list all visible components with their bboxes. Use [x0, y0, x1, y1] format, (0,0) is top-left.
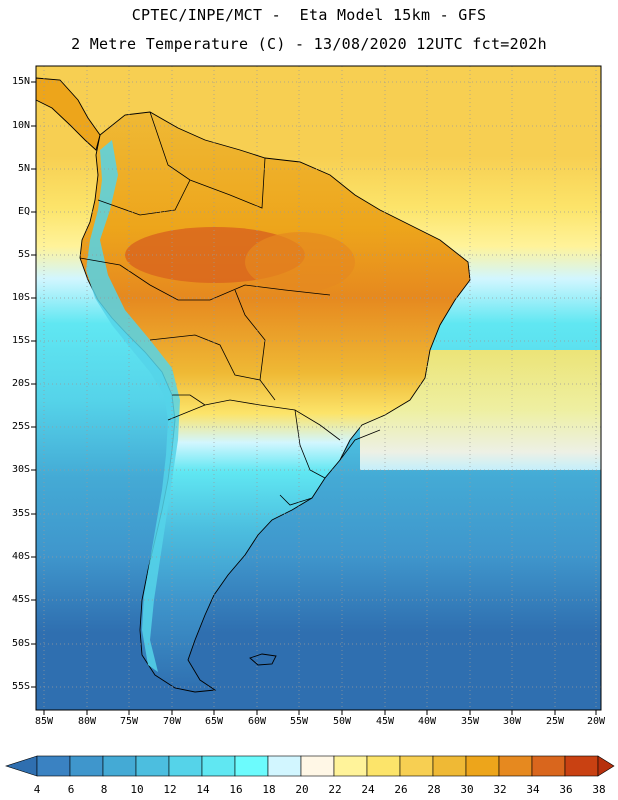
colorbar-swatch	[465, 755, 500, 777]
central-brazil-warm-area	[245, 232, 355, 292]
lon-label-30w: 30W	[502, 716, 522, 727]
colorbar-swatch	[168, 755, 203, 777]
country-borders	[79, 111, 381, 506]
andes-ridge	[86, 140, 180, 672]
colorbar-swatch	[531, 755, 566, 777]
colorbar-label: 10	[130, 783, 144, 796]
lon-label-65w: 65W	[204, 716, 224, 727]
colorbar-label: 14	[196, 783, 210, 796]
colorbar-label: 20	[295, 783, 309, 796]
colorbar-label: 16	[229, 783, 243, 796]
colorbar-label: 18	[262, 783, 276, 796]
colorbar-swatch	[102, 755, 137, 777]
colorbar-swatch	[201, 755, 236, 777]
lat-label-15n: 15N	[11, 76, 30, 87]
colorbar-label: 30	[460, 783, 474, 796]
colorbar	[5, 755, 615, 777]
colorbar-label: 4	[33, 783, 41, 796]
lat-label-50s: 50S	[11, 638, 30, 649]
colorbar-swatch	[234, 755, 269, 777]
lat-label-20s: 20S	[11, 378, 30, 389]
lon-label-45w: 45W	[375, 716, 395, 727]
lon-label-55w: 55W	[289, 716, 309, 727]
lon-label-60w: 60W	[247, 716, 267, 727]
colorbar-swatch	[564, 755, 599, 777]
graticule-grid	[36, 66, 601, 710]
colorbar-arrow-low	[5, 755, 38, 777]
colorbar-swatch	[267, 755, 302, 777]
colorbar-swatch	[498, 755, 533, 777]
colorbar-swatch	[333, 755, 368, 777]
colorbar-label: 22	[328, 783, 342, 796]
lat-label-eq: EQ	[17, 206, 30, 217]
colorbar-label: 26	[394, 783, 408, 796]
lon-label-25w: 25W	[545, 716, 565, 727]
lat-label-10n: 10N	[11, 120, 30, 131]
colorbar-label: 6	[67, 783, 75, 796]
lat-label-45s: 45S	[11, 594, 30, 605]
colorbar-arrow-high	[597, 755, 615, 777]
lat-label-10s: 10S	[11, 292, 30, 303]
lat-label-35s: 35S	[11, 508, 30, 519]
map-title-line2: 2 Metre Temperature (C) - 13/08/2020 12U…	[71, 35, 547, 53]
colorbar-swatch	[366, 755, 401, 777]
colorbar-label: 24	[361, 783, 375, 796]
falkland-islands	[249, 653, 277, 666]
colorbar-swatch	[300, 755, 335, 777]
lon-label-75w: 75W	[119, 716, 139, 727]
lat-label-15s: 15S	[11, 335, 30, 346]
colorbar-label: 32	[493, 783, 507, 796]
colorbar-label: 34	[526, 783, 540, 796]
lon-label-50w: 50W	[332, 716, 352, 727]
lat-label-5s: 5S	[17, 249, 30, 260]
lon-label-70w: 70W	[162, 716, 182, 727]
lat-label-25s: 25S	[11, 421, 30, 432]
colorbar-swatch	[69, 755, 104, 777]
lon-label-35w: 35W	[460, 716, 480, 727]
lat-label-30s: 30S	[11, 464, 30, 475]
colorbar-swatch	[432, 755, 467, 777]
lon-label-85w: 85W	[34, 716, 54, 727]
map-title-line1: CPTEC/INPE/MCT - Eta Model 15km - GFS	[131, 6, 487, 24]
colorbar-swatch	[135, 755, 170, 777]
colorbar-label: 12	[163, 783, 177, 796]
lat-label-55s: 55S	[11, 681, 30, 692]
colorbar-label: 36	[559, 783, 573, 796]
colorbar-swatch	[36, 755, 71, 777]
colorbar-label: 38	[592, 783, 606, 796]
colorbar-swatch	[399, 755, 434, 777]
central-america-land	[35, 77, 101, 151]
lat-label-40s: 40S	[11, 551, 30, 562]
lon-label-80w: 80W	[77, 716, 97, 727]
colorbar-label: 28	[427, 783, 441, 796]
lon-label-20w: 20W	[586, 716, 606, 727]
lat-label-5n: 5N	[17, 163, 30, 174]
map-frame	[35, 65, 602, 711]
colorbar-label: 8	[100, 783, 108, 796]
lon-label-40w: 40W	[417, 716, 437, 727]
